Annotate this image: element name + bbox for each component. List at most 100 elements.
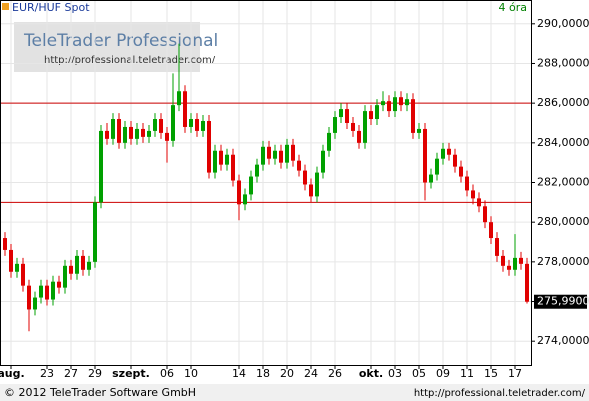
candle-body — [63, 265, 67, 288]
x-tick-label: 27 — [64, 367, 78, 380]
x-tick-label: 26 — [328, 367, 342, 380]
x-tick-label: 23 — [40, 367, 54, 380]
x-tick-label: okt. — [359, 367, 383, 380]
candle-body — [267, 146, 271, 159]
candle-body — [231, 154, 235, 181]
candle-body — [243, 194, 247, 205]
x-tick-label: 15 — [484, 367, 498, 380]
x-tick-label: 03 — [388, 367, 402, 380]
y-tick-label: 274,0000 — [537, 334, 589, 347]
candle-body — [177, 91, 181, 106]
candle-body — [327, 132, 331, 151]
candle-body — [459, 166, 463, 177]
candle-body — [381, 101, 385, 106]
candle-body — [363, 111, 367, 143]
candle-body — [27, 285, 31, 310]
candle-body — [513, 257, 517, 270]
candle-body — [411, 99, 415, 133]
x-tick-label: 17 — [508, 367, 522, 380]
x-tick-label: szept. — [112, 367, 150, 380]
candle-body — [39, 285, 43, 298]
last-price-label: 275,9900 — [537, 295, 589, 308]
x-tick-label: 06 — [160, 367, 174, 380]
candle-body — [309, 184, 313, 197]
candle-body — [351, 122, 355, 131]
candle-body — [297, 160, 301, 171]
candle-body — [291, 144, 295, 161]
candle-body — [75, 255, 79, 274]
candle-body — [483, 206, 487, 223]
y-tick-label: 280,0000 — [537, 215, 589, 228]
candle-body — [261, 146, 265, 165]
candle-body — [135, 128, 139, 139]
candle-body — [45, 285, 49, 300]
watermark-url: http://professional.teletrader.com/ — [44, 55, 216, 66]
candle-body — [435, 158, 439, 175]
candle-body — [129, 126, 133, 139]
interval: 4 óra — [499, 1, 528, 14]
candle-body — [123, 126, 127, 143]
candle-body — [507, 265, 511, 270]
candle-body — [201, 121, 205, 131]
y-tick-label: 288,0000 — [537, 56, 589, 69]
candle-body — [3, 238, 7, 250]
candle-body — [255, 164, 259, 177]
candle-body — [81, 255, 85, 270]
candle-body — [189, 119, 193, 127]
candle-body — [423, 128, 427, 183]
candle-body — [519, 257, 523, 264]
x-tick-label: 09 — [436, 367, 450, 380]
candle-body — [465, 176, 469, 191]
candle-body — [93, 202, 97, 262]
footer-right: http://professional.teletrader.com/ — [414, 388, 586, 399]
candle-body — [441, 148, 445, 159]
candle-body — [183, 91, 187, 127]
candle-body — [369, 111, 373, 120]
y-tick-label: 290,0000 — [537, 17, 589, 30]
x-tick-label: 29 — [88, 367, 102, 380]
candle-body — [357, 130, 361, 143]
candle-body — [99, 130, 103, 203]
candle-body — [153, 119, 157, 131]
x-tick-label: 10 — [184, 367, 198, 380]
candle-body — [141, 128, 145, 137]
candle-body — [195, 119, 199, 131]
candle-body — [225, 154, 229, 165]
y-tick-label: 278,0000 — [537, 255, 589, 268]
x-tick-label: 24 — [304, 367, 318, 380]
candle-body — [477, 198, 481, 207]
candle-body — [279, 150, 283, 163]
candle-body — [501, 255, 505, 266]
candle-body — [525, 263, 529, 302]
candle-body — [429, 174, 433, 183]
candle-body — [51, 281, 55, 300]
candle-body — [495, 238, 499, 256]
candle-body — [471, 190, 475, 199]
candle-body — [315, 172, 319, 197]
candle-body — [117, 119, 121, 143]
candle-body — [333, 117, 337, 133]
last-price-box — [534, 294, 587, 309]
candle-body — [339, 109, 343, 118]
candle-body — [405, 99, 409, 106]
y-tick-label: 286,0000 — [537, 96, 589, 109]
candle-body — [15, 263, 19, 272]
candle-body — [69, 265, 73, 274]
x-tick-label: 05 — [412, 367, 426, 380]
x-tick-label: 11 — [460, 367, 474, 380]
candle-body — [57, 281, 61, 288]
candle-body — [387, 101, 391, 112]
symbol-icon — [2, 3, 9, 10]
y-tick-label: 284,0000 — [537, 136, 589, 149]
candle-body — [321, 150, 325, 173]
candle-body — [171, 105, 175, 141]
candle-body — [219, 150, 223, 165]
candle-body — [21, 263, 25, 286]
candle-body — [303, 170, 307, 185]
candle-body — [111, 119, 115, 139]
candle-body — [375, 105, 379, 120]
candle-body — [489, 222, 493, 239]
chart-title: EUR/HUF Spot — [12, 1, 90, 14]
candle-body — [213, 150, 217, 173]
watermark-title: TeleTrader Professional — [23, 31, 218, 51]
